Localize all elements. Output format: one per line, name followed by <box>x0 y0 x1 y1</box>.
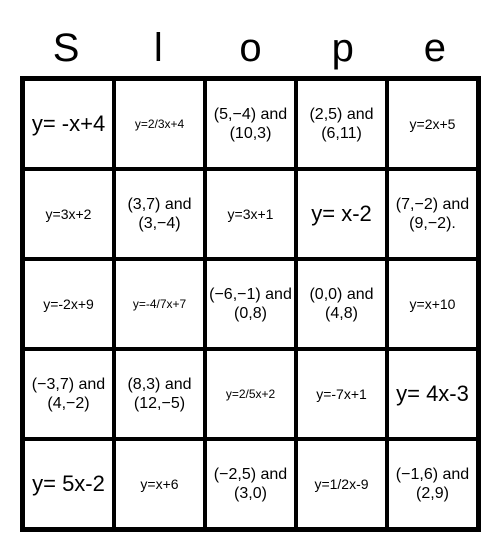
bingo-cell[interactable]: y=2/3x+4 <box>114 79 205 169</box>
bingo-cell[interactable]: (−6,−1) and (0,8) <box>205 259 296 349</box>
bingo-cell[interactable]: (7,−2) and (9,−2). <box>387 169 478 259</box>
bingo-grid: y= -x+4y=2/3x+4(5,−4) and (10,3)(2,5) an… <box>20 76 481 532</box>
bingo-cell[interactable]: (2,5) and (6,11) <box>296 79 387 169</box>
bingo-cell[interactable]: y=3x+2 <box>23 169 114 259</box>
bingo-cell[interactable]: (−2,5) and (3,0) <box>205 439 296 529</box>
bingo-cell[interactable]: y= 5x-2 <box>23 439 114 529</box>
header-letter-4: e <box>389 20 481 76</box>
bingo-cell[interactable]: (5,−4) and (10,3) <box>205 79 296 169</box>
header-row: S l o p e <box>20 20 481 76</box>
bingo-cell[interactable]: y=2x+5 <box>387 79 478 169</box>
bingo-cell[interactable]: y=3x+1 <box>205 169 296 259</box>
bingo-cell[interactable]: (−1,6) and (2,9) <box>387 439 478 529</box>
bingo-cell[interactable]: y=1/2x-9 <box>296 439 387 529</box>
bingo-cell[interactable]: y=-7x+1 <box>296 349 387 439</box>
bingo-cell[interactable]: y= x-2 <box>296 169 387 259</box>
header-letter-1: l <box>112 20 204 76</box>
bingo-cell[interactable]: y= -x+4 <box>23 79 114 169</box>
bingo-cell[interactable]: y=x+10 <box>387 259 478 349</box>
bingo-cell[interactable]: (−3,7) and (4,−2) <box>23 349 114 439</box>
header-letter-2: o <box>204 20 296 76</box>
bingo-cell[interactable]: y=x+6 <box>114 439 205 529</box>
bingo-cell[interactable]: (8,3) and (12,−5) <box>114 349 205 439</box>
header-letter-0: S <box>20 20 112 76</box>
bingo-cell[interactable]: (0,0) and (4,8) <box>296 259 387 349</box>
bingo-cell[interactable]: y= 4x-3 <box>387 349 478 439</box>
bingo-cell[interactable]: y=2/5x+2 <box>205 349 296 439</box>
bingo-card: S l o p e y= -x+4y=2/3x+4(5,−4) and (10,… <box>20 20 481 532</box>
bingo-cell[interactable]: y=-4/7x+7 <box>114 259 205 349</box>
header-letter-3: p <box>297 20 389 76</box>
bingo-cell[interactable]: y=-2x+9 <box>23 259 114 349</box>
bingo-cell[interactable]: (3,7) and (3,−4) <box>114 169 205 259</box>
